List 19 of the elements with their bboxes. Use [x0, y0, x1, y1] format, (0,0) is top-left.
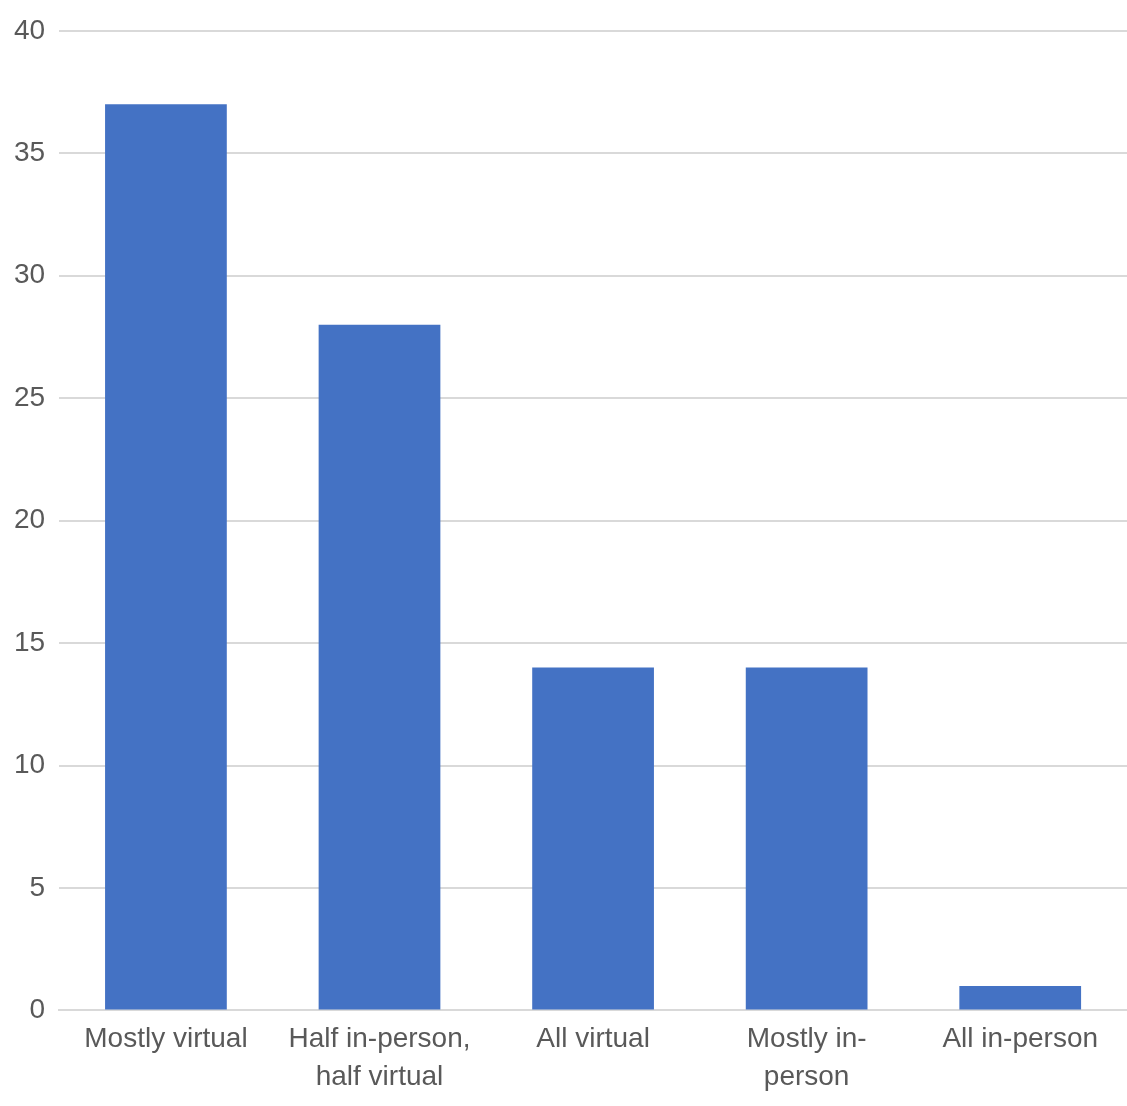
x-tick-label: Mostly virtual [84, 1022, 248, 1054]
y-tick-label: 5 [29, 870, 46, 902]
bar [745, 667, 868, 1010]
x-tick-label: All in-person [942, 1022, 1099, 1054]
y-tick-label: 35 [13, 135, 46, 167]
y-tick-label: 20 [13, 503, 46, 535]
bar [532, 667, 654, 1010]
bar [105, 104, 227, 1010]
bar [959, 985, 1082, 1010]
x-tick-label: Half in-person, half virtual [288, 1022, 471, 1091]
x-tick-label: Mostly in-person [746, 1022, 867, 1091]
x-tick-label: All virtual [536, 1022, 650, 1054]
bar [318, 324, 441, 1010]
y-tick-label: 40 [13, 13, 46, 45]
y-tick-label: 15 [13, 625, 46, 657]
y-tick-label: 10 [13, 748, 46, 780]
y-tick-label: 25 [13, 380, 46, 412]
y-tick-label: 30 [13, 258, 46, 290]
y-tick-label: 0 [29, 993, 46, 1025]
